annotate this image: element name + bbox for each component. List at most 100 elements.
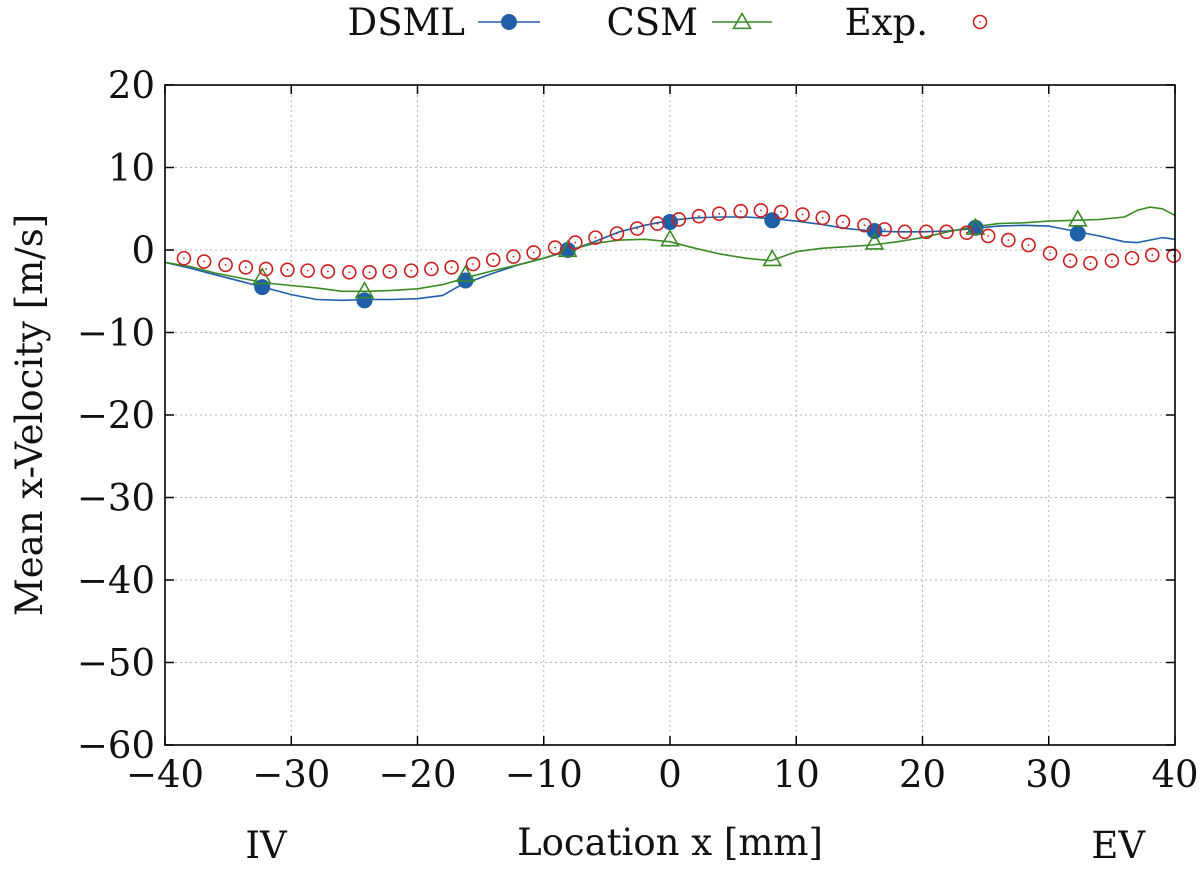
- exp-point: [877, 222, 892, 237]
- exp-point: [1042, 246, 1058, 261]
- exp-point-legend: [972, 14, 988, 30]
- exp-point-center: [388, 270, 391, 273]
- exp-point-center: [450, 266, 453, 269]
- legend-label-dsml: DSML: [348, 1, 465, 44]
- ticks: [164, 84, 1176, 746]
- exp-point: [176, 250, 192, 266]
- exp-point: [547, 240, 563, 255]
- x-tick-label: 10: [773, 753, 820, 796]
- exp-point-center: [244, 266, 247, 269]
- exp-point-center: [760, 209, 762, 212]
- exp-point-center: [512, 255, 515, 258]
- exp-point-center: [203, 260, 206, 263]
- y-tick-label: −40: [77, 559, 155, 602]
- series-markers: [176, 203, 1182, 309]
- exp-point: [424, 261, 439, 277]
- exp-point: [238, 260, 254, 275]
- legend-symbol-exp: [972, 14, 988, 30]
- exp-point: [588, 230, 603, 245]
- exp-point: [835, 214, 851, 230]
- csm-point-legend: [732, 11, 752, 30]
- exp-point-center: [532, 251, 535, 254]
- exp-point-center: [842, 221, 844, 223]
- csm-point: [1067, 209, 1088, 227]
- csm-line: [164, 206, 1176, 293]
- exp-point: [300, 263, 315, 278]
- exp-point-center: [636, 227, 639, 230]
- y-tick-label: −30: [77, 477, 155, 520]
- x-axis-title: Location x [mm]: [517, 821, 823, 864]
- exp-point: [1144, 247, 1160, 263]
- tick-labels: −40 −30 −20 −10 0 10 20 30 40 −60 −50 −40 −30 −20 −10 0…: [77, 64, 1199, 796]
- exp-point: [815, 210, 831, 226]
- grid: [165, 85, 1175, 745]
- exp-point-center: [987, 235, 990, 237]
- exp-point: [444, 260, 459, 275]
- exp-point: [1062, 253, 1078, 269]
- exp-point-center: [430, 268, 433, 270]
- y-tick-label: 0: [131, 229, 155, 272]
- exp-point: [733, 203, 749, 219]
- x-tick-label: 40: [1151, 753, 1198, 796]
- legend-symbol-csm: [712, 11, 772, 30]
- exp-point: [382, 264, 398, 279]
- exp-point-center: [326, 270, 329, 273]
- exp-point-center: [739, 210, 742, 213]
- dsml-line: [164, 216, 1176, 302]
- exp-point: [711, 206, 727, 221]
- x-tick-label: −40: [126, 753, 204, 796]
- exp-point: [320, 264, 336, 279]
- exp-point: [506, 249, 521, 264]
- exp-point-center: [574, 241, 577, 244]
- exp-point: [691, 208, 707, 224]
- csm-point: [864, 232, 885, 250]
- exp-point: [1083, 255, 1098, 271]
- csm-point: [660, 229, 680, 247]
- exp-point: [218, 257, 233, 273]
- exp-point-center: [265, 268, 267, 270]
- exp-point-center: [1089, 262, 1092, 265]
- exp-point-center-legend: [979, 21, 981, 23]
- exp-point-center: [1151, 254, 1154, 256]
- exp-point-center: [1027, 244, 1030, 246]
- dsml-point: [254, 279, 271, 296]
- exp-point-center: [863, 224, 866, 227]
- legend: DSML CSM Exp.: [348, 1, 988, 44]
- annotations: IV EV: [245, 824, 1146, 867]
- dsml-point: [662, 213, 678, 230]
- x-tick-label: 0: [658, 753, 682, 796]
- exp-point: [918, 224, 934, 240]
- exp-point-center: [616, 232, 618, 235]
- y-tick-label: 10: [108, 147, 155, 190]
- x-tick-label: 20: [899, 753, 946, 796]
- exp-point: [280, 262, 295, 278]
- series-lines: [164, 206, 1176, 302]
- exp-point: [362, 264, 377, 280]
- exp-point-center: [925, 230, 928, 233]
- y-tick-label: −60: [77, 724, 155, 767]
- exp-point: [629, 221, 645, 236]
- exp-point: [650, 216, 665, 231]
- exp-point-center: [183, 257, 185, 260]
- exp-point: [1124, 250, 1140, 266]
- exp-point-center: [472, 263, 474, 265]
- y-tick-label: −20: [77, 394, 155, 437]
- exp-point: [939, 224, 954, 240]
- exp-point: [1001, 232, 1016, 248]
- exp-point: [795, 207, 810, 222]
- exp-point-center: [286, 268, 289, 271]
- exp-point: [773, 204, 789, 220]
- exp-point-center: [780, 211, 782, 213]
- exp-point-center: [677, 218, 680, 221]
- dsml-point: [764, 212, 781, 229]
- exp-point: [196, 254, 212, 269]
- exp-point-center: [801, 213, 804, 216]
- dsml-point: [356, 292, 373, 309]
- exp-point-center: [718, 212, 721, 215]
- exp-point-center: [1172, 254, 1175, 257]
- csm-point: [354, 281, 375, 299]
- exp-point-center: [368, 271, 371, 274]
- csm-point: [762, 248, 783, 267]
- exp-point-center: [821, 216, 824, 219]
